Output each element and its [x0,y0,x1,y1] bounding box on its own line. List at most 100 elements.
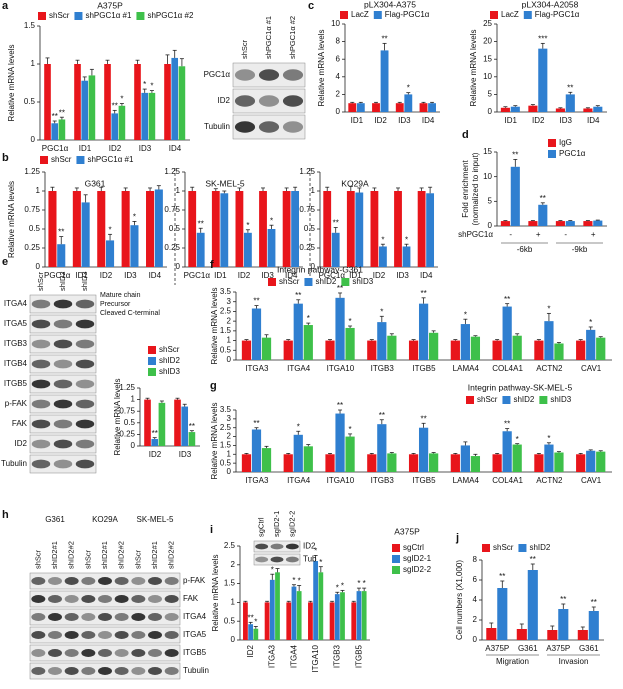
bar [387,453,397,472]
y-tick-label: 15 [483,147,492,156]
y-tick-label: 0.5 [169,224,181,233]
significance: * [307,314,310,323]
blot-band [282,121,304,133]
bar [593,220,603,226]
blot-band [53,459,73,469]
legend-swatch [74,12,83,20]
error-bar [286,452,291,455]
row-label: ID2 [218,96,231,105]
y-tick-label: 1.25 [164,167,180,176]
error-bar [530,563,535,570]
bar [174,399,181,446]
bar [512,444,522,472]
error-bar [568,91,573,95]
significance: * [547,304,550,313]
error-bar [350,101,355,104]
error-bar [198,227,203,233]
bar [576,340,586,360]
blot-band [131,577,146,585]
blot-band [164,577,179,585]
error-bar [495,452,500,455]
bar [538,204,548,226]
error-bar [45,57,50,64]
row-label: PGC1α [204,70,231,79]
bar [303,325,313,360]
blot-band [282,95,304,107]
y-tick-label: 2 [473,615,478,624]
blot-band [81,577,96,585]
blot-band [255,543,269,550]
blot-strip [29,626,181,644]
significance: * [349,317,352,326]
bar [118,105,126,140]
bar [346,191,355,267]
blot-band [98,667,112,675]
error-bar [546,442,551,445]
error-bar [431,330,436,333]
bar [293,434,303,472]
x-tick-label: COL4A1 [492,476,523,485]
y-tick-label: 0.5 [24,97,36,106]
bar [355,192,364,267]
group-label: Invasion [559,657,589,666]
legend-swatch [148,357,156,365]
bar [282,191,291,267]
bar [323,191,332,267]
y-tick-label: 1.5 [220,441,232,450]
x-tick-label: ITGA4 [287,476,311,485]
x-tick-label: A375P [546,644,570,653]
row-label: ITGB5 [183,648,207,657]
bar [460,324,470,360]
x-tick-label: PGC1α [44,271,71,280]
blot-band [31,649,46,657]
legend-swatch [304,278,313,286]
row-label: FAK [12,419,28,428]
error-bar [578,452,583,455]
legend-swatch [148,346,156,354]
blot-band [48,613,62,621]
bar [361,591,367,640]
y-tick-label: 0.25 [299,243,315,252]
error-bar [595,105,600,107]
y-tick-label: 15 [483,54,492,63]
error-bar [362,587,367,592]
bar [418,427,429,472]
legend-label: shScr [493,543,514,552]
y-axis-label: Relative mRNA levels [7,181,16,258]
y-tick-label: 1.25 [299,167,315,176]
x-tick-label: ID4 [587,116,600,125]
error-bar [453,452,458,455]
y-tick-label: 1 [227,449,232,458]
bar [275,572,280,640]
lane-label: shScr [36,271,45,291]
y-tick-label: 2 [231,560,236,569]
bar [576,454,586,472]
lane-label: shPGC1α #2 [288,16,297,59]
error-bar [297,585,302,592]
error-bar [556,342,561,344]
blot-band [114,577,129,585]
x-tick-label: COL4A1 [492,364,523,373]
x-tick-label: + [536,230,541,239]
significance: ** [420,414,426,423]
error-bar [463,441,468,446]
legend-label: shScr [51,155,72,164]
legend-swatch [502,396,511,404]
bar [377,424,387,472]
bar [377,322,387,360]
y-tick-label: 3 [227,414,232,423]
error-bar [306,444,311,447]
bar [146,191,155,267]
bar [351,602,357,640]
y-tick-label: 0 [336,107,341,116]
legend-label: shScr [279,277,300,286]
significance: ** [112,101,118,110]
lane-label: shScr [240,39,249,59]
error-bar [421,422,426,428]
error-bar [179,58,184,67]
error-bar [52,120,57,124]
error-bar [580,626,585,630]
error-bar [264,334,269,338]
error-bar [561,603,566,609]
bar [404,94,413,112]
